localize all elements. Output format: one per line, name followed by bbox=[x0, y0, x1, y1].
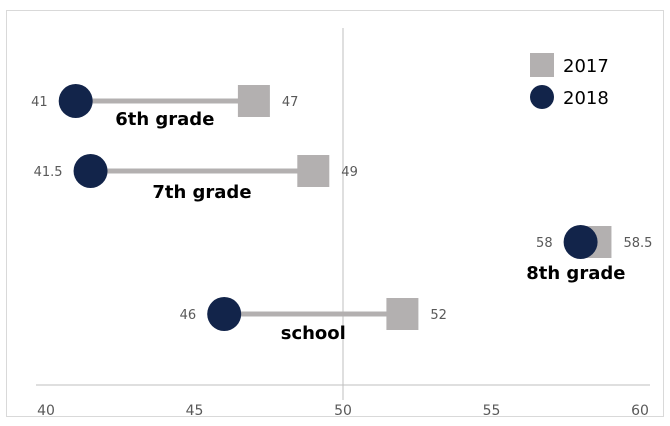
dumbbell-row: 41.5 49 7th grade bbox=[34, 154, 358, 203]
marker-2018 bbox=[563, 225, 598, 259]
legend-label-2017: 2017 bbox=[563, 56, 609, 77]
value-label-2018: 41 bbox=[31, 95, 48, 110]
chart-marks: 41 47 6th grade 41.5 49 7th grade 58 58.5 8th gr… bbox=[31, 84, 652, 344]
category-label: 7th grade bbox=[152, 182, 251, 203]
legend-swatch-2018 bbox=[530, 85, 554, 109]
legend: 2017 2018 bbox=[530, 53, 609, 109]
x-axis-ticks: 40 45 50 55 60 bbox=[37, 403, 649, 419]
dumbbell-row: 58 58.5 8th grade bbox=[526, 225, 652, 284]
value-label-2018: 41.5 bbox=[34, 165, 63, 180]
chart-frame bbox=[6, 10, 664, 417]
dumbbell-row: 46 52 school bbox=[180, 297, 447, 344]
x-tick-label: 45 bbox=[186, 403, 204, 419]
marker-2017 bbox=[297, 155, 330, 187]
legend-label-2018: 2018 bbox=[563, 88, 609, 109]
value-label-2017: 58.5 bbox=[623, 236, 652, 251]
dumbbell-row: 41 47 6th grade bbox=[31, 84, 298, 130]
value-label-2018: 58 bbox=[536, 236, 553, 251]
value-label-2017: 49 bbox=[341, 165, 358, 180]
category-label: 6th grade bbox=[115, 109, 214, 130]
value-label-2018: 46 bbox=[180, 308, 197, 323]
marker-2018 bbox=[207, 297, 242, 331]
marker-2018 bbox=[73, 154, 108, 188]
x-tick-label: 40 bbox=[37, 403, 55, 419]
x-tick-label: 60 bbox=[631, 403, 649, 419]
category-label: school bbox=[281, 323, 346, 344]
value-label-2017: 52 bbox=[430, 308, 447, 323]
legend-swatch-2017 bbox=[530, 53, 554, 77]
marker-2017 bbox=[386, 298, 419, 330]
marker-2018 bbox=[58, 84, 93, 118]
x-tick-label: 50 bbox=[334, 403, 352, 419]
marker-2017 bbox=[237, 85, 270, 117]
value-label-2017: 47 bbox=[282, 95, 299, 110]
category-label: 8th grade bbox=[526, 263, 625, 284]
x-tick-label: 55 bbox=[483, 403, 501, 419]
